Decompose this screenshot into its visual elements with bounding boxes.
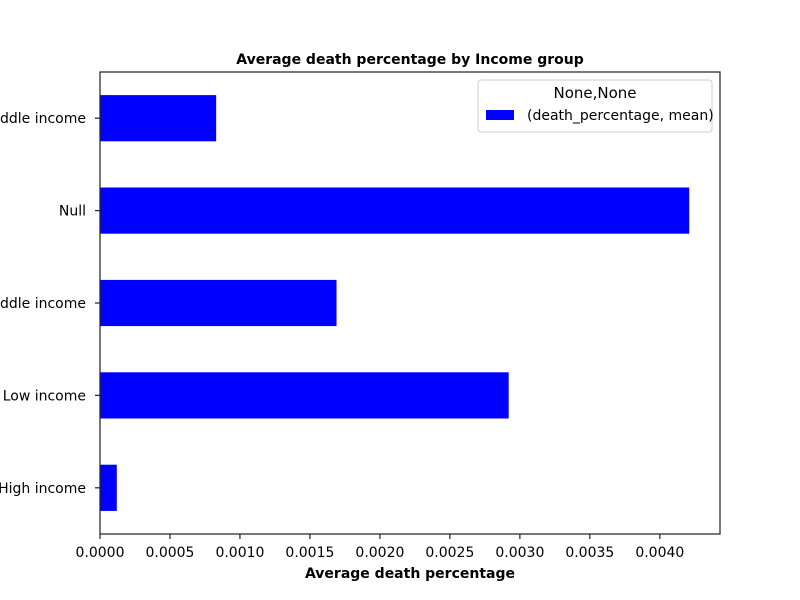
x-tick-label: 0.0025	[425, 545, 474, 561]
x-tick-label: 0.0015	[285, 545, 334, 561]
x-tick-label: 0.0010	[215, 545, 264, 561]
legend-label: (death_percentage, mean)	[527, 108, 714, 124]
y-tick-label: Low income	[3, 388, 86, 404]
y-tick-label: iddle income	[0, 111, 86, 127]
x-tick-label: 0.0030	[495, 545, 544, 561]
x-ticks-layer: 0.0000 0.0005 0.0010 0.0015 0.0020 0.0025 0.00…	[76, 534, 684, 561]
bar-null	[100, 187, 690, 234]
y-tick-label: iddle income	[0, 296, 86, 312]
x-tick-label: 0.0000	[76, 545, 125, 561]
legend-title: None,None	[553, 84, 636, 102]
y-ticks-layer: High income Low income iddle income Null idd…	[0, 111, 100, 497]
bar-lower-middle-income	[100, 279, 337, 327]
x-tick-label: 0.0035	[565, 545, 614, 561]
y-tick-label: Null	[59, 204, 86, 220]
y-tick-label: High income	[0, 481, 86, 497]
x-tick-label: 0.0020	[355, 545, 404, 561]
x-axis-label: Average death percentage	[305, 566, 515, 582]
legend-frame	[477, 79, 713, 133]
legend: None,None (death_percentage, mean)	[477, 79, 714, 133]
chart-title: Average death percentage by Income group	[236, 52, 584, 68]
x-tick-label: 0.0005	[145, 545, 194, 561]
legend-swatch	[486, 110, 514, 120]
bars-layer	[100, 95, 690, 511]
x-tick-label: 0.0040	[635, 545, 684, 561]
bar-low-income	[100, 372, 509, 419]
plot-frame	[99, 71, 721, 535]
bar-upper-middle-income	[100, 95, 217, 142]
bar-high-income	[100, 464, 117, 511]
